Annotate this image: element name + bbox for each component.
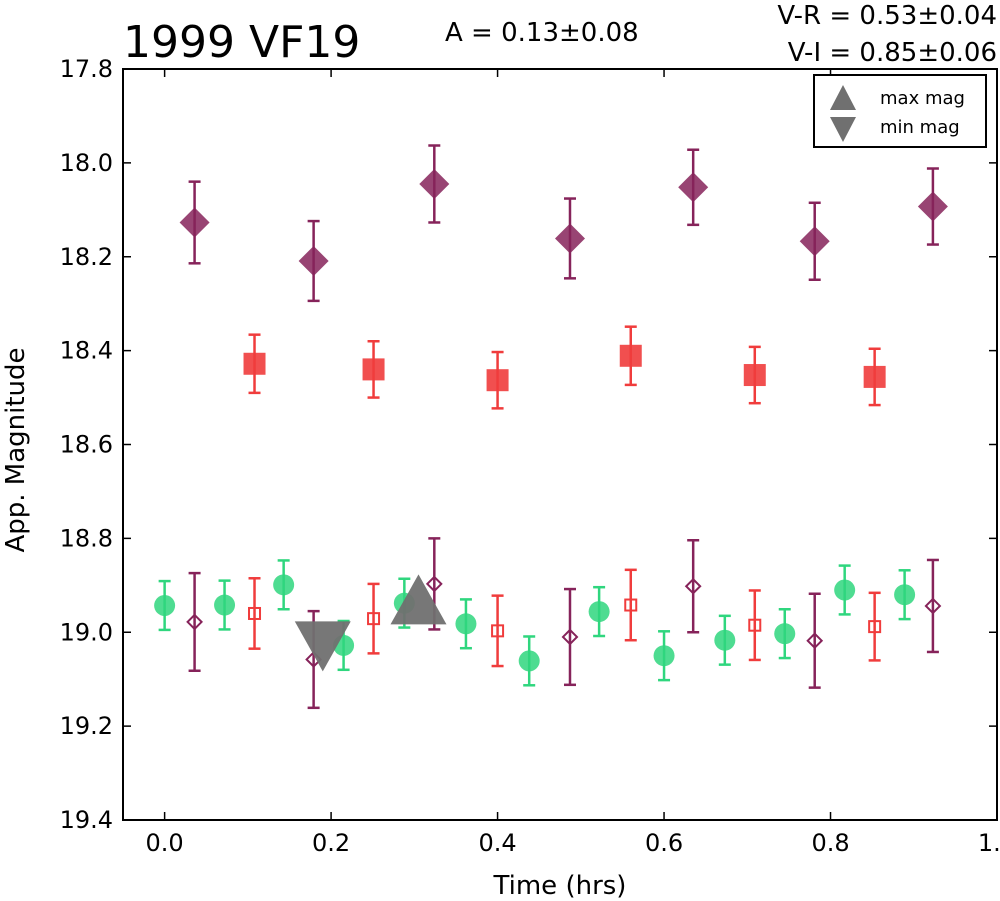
data-point-circle xyxy=(834,579,856,601)
legend-label-max-mag: max mag xyxy=(880,88,965,109)
chart-marks xyxy=(154,144,948,710)
data-point-square-open xyxy=(367,612,381,626)
data-point-square-open xyxy=(491,624,505,638)
y-tick-label: 18.0 xyxy=(60,149,113,177)
max-mag-marker xyxy=(390,574,447,625)
data-point-square xyxy=(362,358,385,381)
x-tick-label: 0.4 xyxy=(478,829,516,857)
data-point-diamond xyxy=(554,223,585,254)
data-point-diamond-open xyxy=(425,575,443,593)
y-tick-label: 18.2 xyxy=(60,243,113,271)
data-point-circle xyxy=(714,629,736,651)
data-point-circle xyxy=(774,623,796,645)
data-point-diamond-open xyxy=(806,632,824,650)
amplitude-annotation: A = 0.13±0.08 xyxy=(445,18,639,48)
data-point-square xyxy=(619,344,642,367)
data-point-diamond-open xyxy=(684,577,702,595)
y-tick-label: 19.4 xyxy=(60,806,113,834)
series-circle-filled xyxy=(154,559,916,687)
y-axis-label: App. Magnitude xyxy=(1,347,31,552)
data-point-square-open xyxy=(748,618,762,632)
data-point-square xyxy=(486,369,509,392)
data-point-diamond xyxy=(179,207,210,238)
data-point-circle xyxy=(894,584,916,606)
data-point-circle xyxy=(455,613,477,635)
data-point-square-open xyxy=(868,620,882,634)
min-mag-marker xyxy=(294,621,351,672)
legend: max mag min mag xyxy=(813,74,987,148)
data-point-diamond-open xyxy=(561,628,579,646)
data-point-diamond xyxy=(799,226,830,257)
extrema-markers xyxy=(294,574,447,672)
data-point-circle xyxy=(154,594,176,616)
x-axis-label: Time (hrs) xyxy=(493,871,627,901)
series-square-open xyxy=(248,568,882,668)
x-tick-label: 1.0 xyxy=(978,829,1000,857)
x-tick-label: 0.6 xyxy=(645,829,683,857)
data-point-diamond-open xyxy=(924,597,942,615)
series-diamond-filled xyxy=(179,144,948,303)
max-mag-legend-icon xyxy=(830,85,856,110)
data-point-square xyxy=(743,364,766,387)
data-point-circle xyxy=(214,594,236,616)
min-mag-legend-icon xyxy=(830,117,856,142)
data-point-square-open xyxy=(248,606,262,620)
data-point-square-open xyxy=(624,598,638,612)
data-point-circle xyxy=(653,645,675,667)
data-point-diamond xyxy=(678,172,709,203)
data-point-circle xyxy=(588,601,610,623)
series-square-filled xyxy=(243,325,886,410)
axis-ticks: 0.0 0.2 0.4 0.6 0.8 1.0 17.8 18.0 18.2 18.4 18.6 18… xyxy=(60,55,1000,857)
data-point-diamond-open xyxy=(186,613,203,631)
plot-frame xyxy=(122,68,998,821)
y-tick-label: 17.8 xyxy=(60,55,113,83)
data-point-diamond xyxy=(419,168,450,199)
chart-title: 1999 VF19 xyxy=(123,17,360,68)
data-point-diamond xyxy=(917,191,948,222)
data-point-square xyxy=(863,365,886,388)
y-tick-label: 18.4 xyxy=(60,337,113,365)
legend-label-min-mag: min mag xyxy=(880,117,960,138)
v-i-annotation: V-I = 0.85±0.06 xyxy=(788,38,997,68)
data-point-circle xyxy=(518,650,540,672)
x-tick-label: 0.0 xyxy=(146,829,184,857)
y-tick-label: 18.8 xyxy=(60,524,113,552)
data-point-diamond xyxy=(298,245,329,276)
v-r-annotation: V-R = 0.53±0.04 xyxy=(777,1,997,31)
x-tick-label: 0.8 xyxy=(811,829,849,857)
y-tick-label: 19.0 xyxy=(60,618,113,646)
data-point-square xyxy=(243,352,266,375)
data-point-circle xyxy=(273,574,295,596)
x-tick-label: 0.2 xyxy=(312,829,350,857)
y-tick-label: 18.6 xyxy=(60,431,113,459)
series-diamond-open xyxy=(186,537,942,710)
y-tick-label: 19.2 xyxy=(60,712,113,740)
